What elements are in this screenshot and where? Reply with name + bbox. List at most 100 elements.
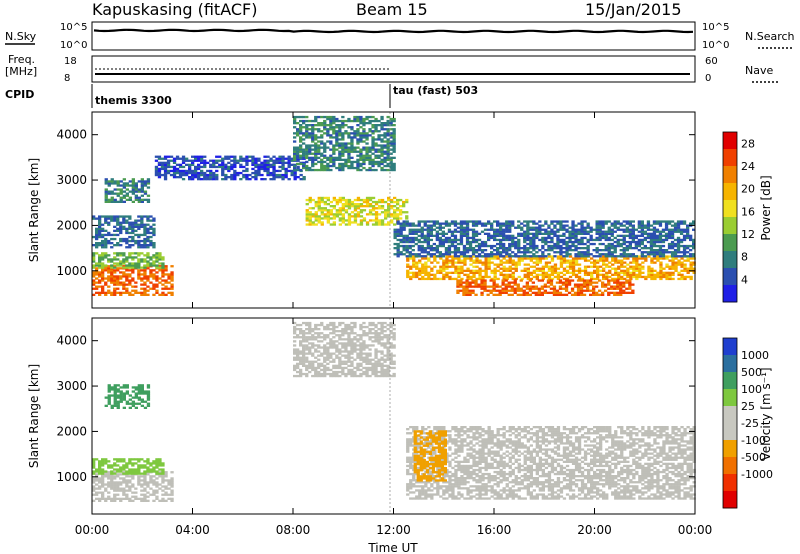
echo-cell	[504, 283, 508, 286]
echo-cell	[550, 220, 554, 223]
echo-cell	[242, 157, 246, 160]
echo-cell	[420, 249, 424, 252]
echo-cell	[507, 289, 511, 292]
echo-cell	[245, 159, 249, 162]
echo-cell	[107, 223, 111, 226]
echo-cell	[421, 275, 425, 279]
echo-cell	[616, 285, 620, 288]
echo-cell	[616, 283, 620, 286]
echo-cell	[573, 285, 578, 288]
echo-cell	[377, 119, 381, 123]
echo-cell	[408, 240, 412, 244]
echo-cell	[483, 240, 488, 244]
echo-cell	[692, 255, 696, 258]
echo-cell	[350, 200, 355, 204]
echo-cell	[302, 134, 306, 137]
echo-cell	[386, 156, 390, 159]
echo-cell	[620, 261, 624, 264]
echo-cell	[160, 173, 165, 177]
echo-cell	[143, 293, 147, 296]
echo-cell	[427, 257, 431, 260]
echo-cell	[465, 228, 470, 231]
echo-cell	[329, 372, 333, 376]
echo-cell	[409, 265, 413, 268]
echo-cell	[529, 247, 533, 250]
echo-cell	[505, 234, 509, 237]
echo-cell	[460, 259, 464, 262]
echo-cell	[311, 140, 315, 143]
echo-cell	[323, 132, 327, 135]
echo-cell	[499, 244, 503, 248]
echo-cell	[308, 219, 312, 222]
echo-cell	[143, 275, 147, 278]
echo-cell	[311, 368, 315, 372]
echo-cell	[119, 225, 123, 228]
echo-cell	[284, 173, 288, 177]
echo-cell	[610, 279, 614, 282]
echo-cell	[444, 220, 449, 223]
echo-cell	[338, 152, 342, 155]
echo-cell	[143, 287, 147, 290]
echo-cell	[305, 148, 309, 151]
echo-cell	[335, 213, 339, 216]
echo-cell	[308, 325, 312, 329]
echo-cell	[350, 146, 354, 149]
echo-cell	[502, 230, 506, 233]
echo-cell	[128, 198, 132, 201]
echo-cell	[311, 156, 315, 159]
echo-cell	[634, 255, 638, 258]
echo-cell	[284, 161, 288, 164]
echo-cell	[116, 182, 120, 185]
echo-cell	[526, 224, 530, 227]
echo-cell	[131, 264, 135, 267]
echo-cell	[617, 265, 621, 268]
echo-cell	[353, 166, 357, 170]
echo-cell	[417, 230, 421, 233]
echo-cell	[359, 198, 364, 202]
echo-cell	[604, 220, 608, 223]
echo-cell	[341, 168, 345, 172]
echo-cell	[667, 230, 672, 233]
echo-cell	[496, 230, 500, 233]
echo-cell	[302, 352, 306, 355]
echo-cell	[526, 232, 530, 235]
echo-cell	[131, 277, 135, 280]
echo-cell	[107, 239, 111, 243]
echo-cell	[408, 238, 412, 242]
echo-cell	[616, 234, 620, 237]
echo-cell	[107, 275, 111, 278]
echo-cell	[586, 251, 590, 254]
echo-cell	[387, 211, 391, 214]
echo-cell	[411, 240, 415, 244]
echo-cell	[619, 287, 623, 290]
echo-cell	[426, 244, 430, 248]
echo-cell	[469, 277, 473, 281]
echo-cell	[116, 485, 120, 488]
echo-cell	[463, 257, 467, 260]
echo-cell	[329, 223, 333, 226]
echo-cell	[650, 261, 654, 264]
echo-cell	[140, 233, 144, 237]
echo-cell	[399, 222, 403, 225]
echo-cell	[203, 165, 207, 169]
echo-cell	[116, 497, 120, 500]
echo-cell	[377, 219, 382, 222]
echo-cell	[98, 499, 102, 502]
echo-cell	[110, 275, 114, 278]
echo-cell	[371, 115, 375, 119]
echo-cell	[116, 394, 120, 397]
echo-cell	[465, 240, 470, 244]
echo-cell	[326, 348, 330, 351]
echo-cell	[362, 119, 366, 123]
echo-cell	[631, 224, 635, 227]
echo-cell	[293, 332, 297, 335]
echo-cell	[477, 232, 482, 235]
echo-cell	[305, 356, 309, 359]
echo-cell	[125, 464, 129, 467]
echo-cell	[583, 236, 587, 240]
echo-cell	[602, 273, 606, 276]
echo-cell	[149, 239, 153, 243]
echo-cell	[290, 163, 294, 166]
echo-cell	[649, 240, 654, 244]
echo-cell	[311, 152, 315, 155]
